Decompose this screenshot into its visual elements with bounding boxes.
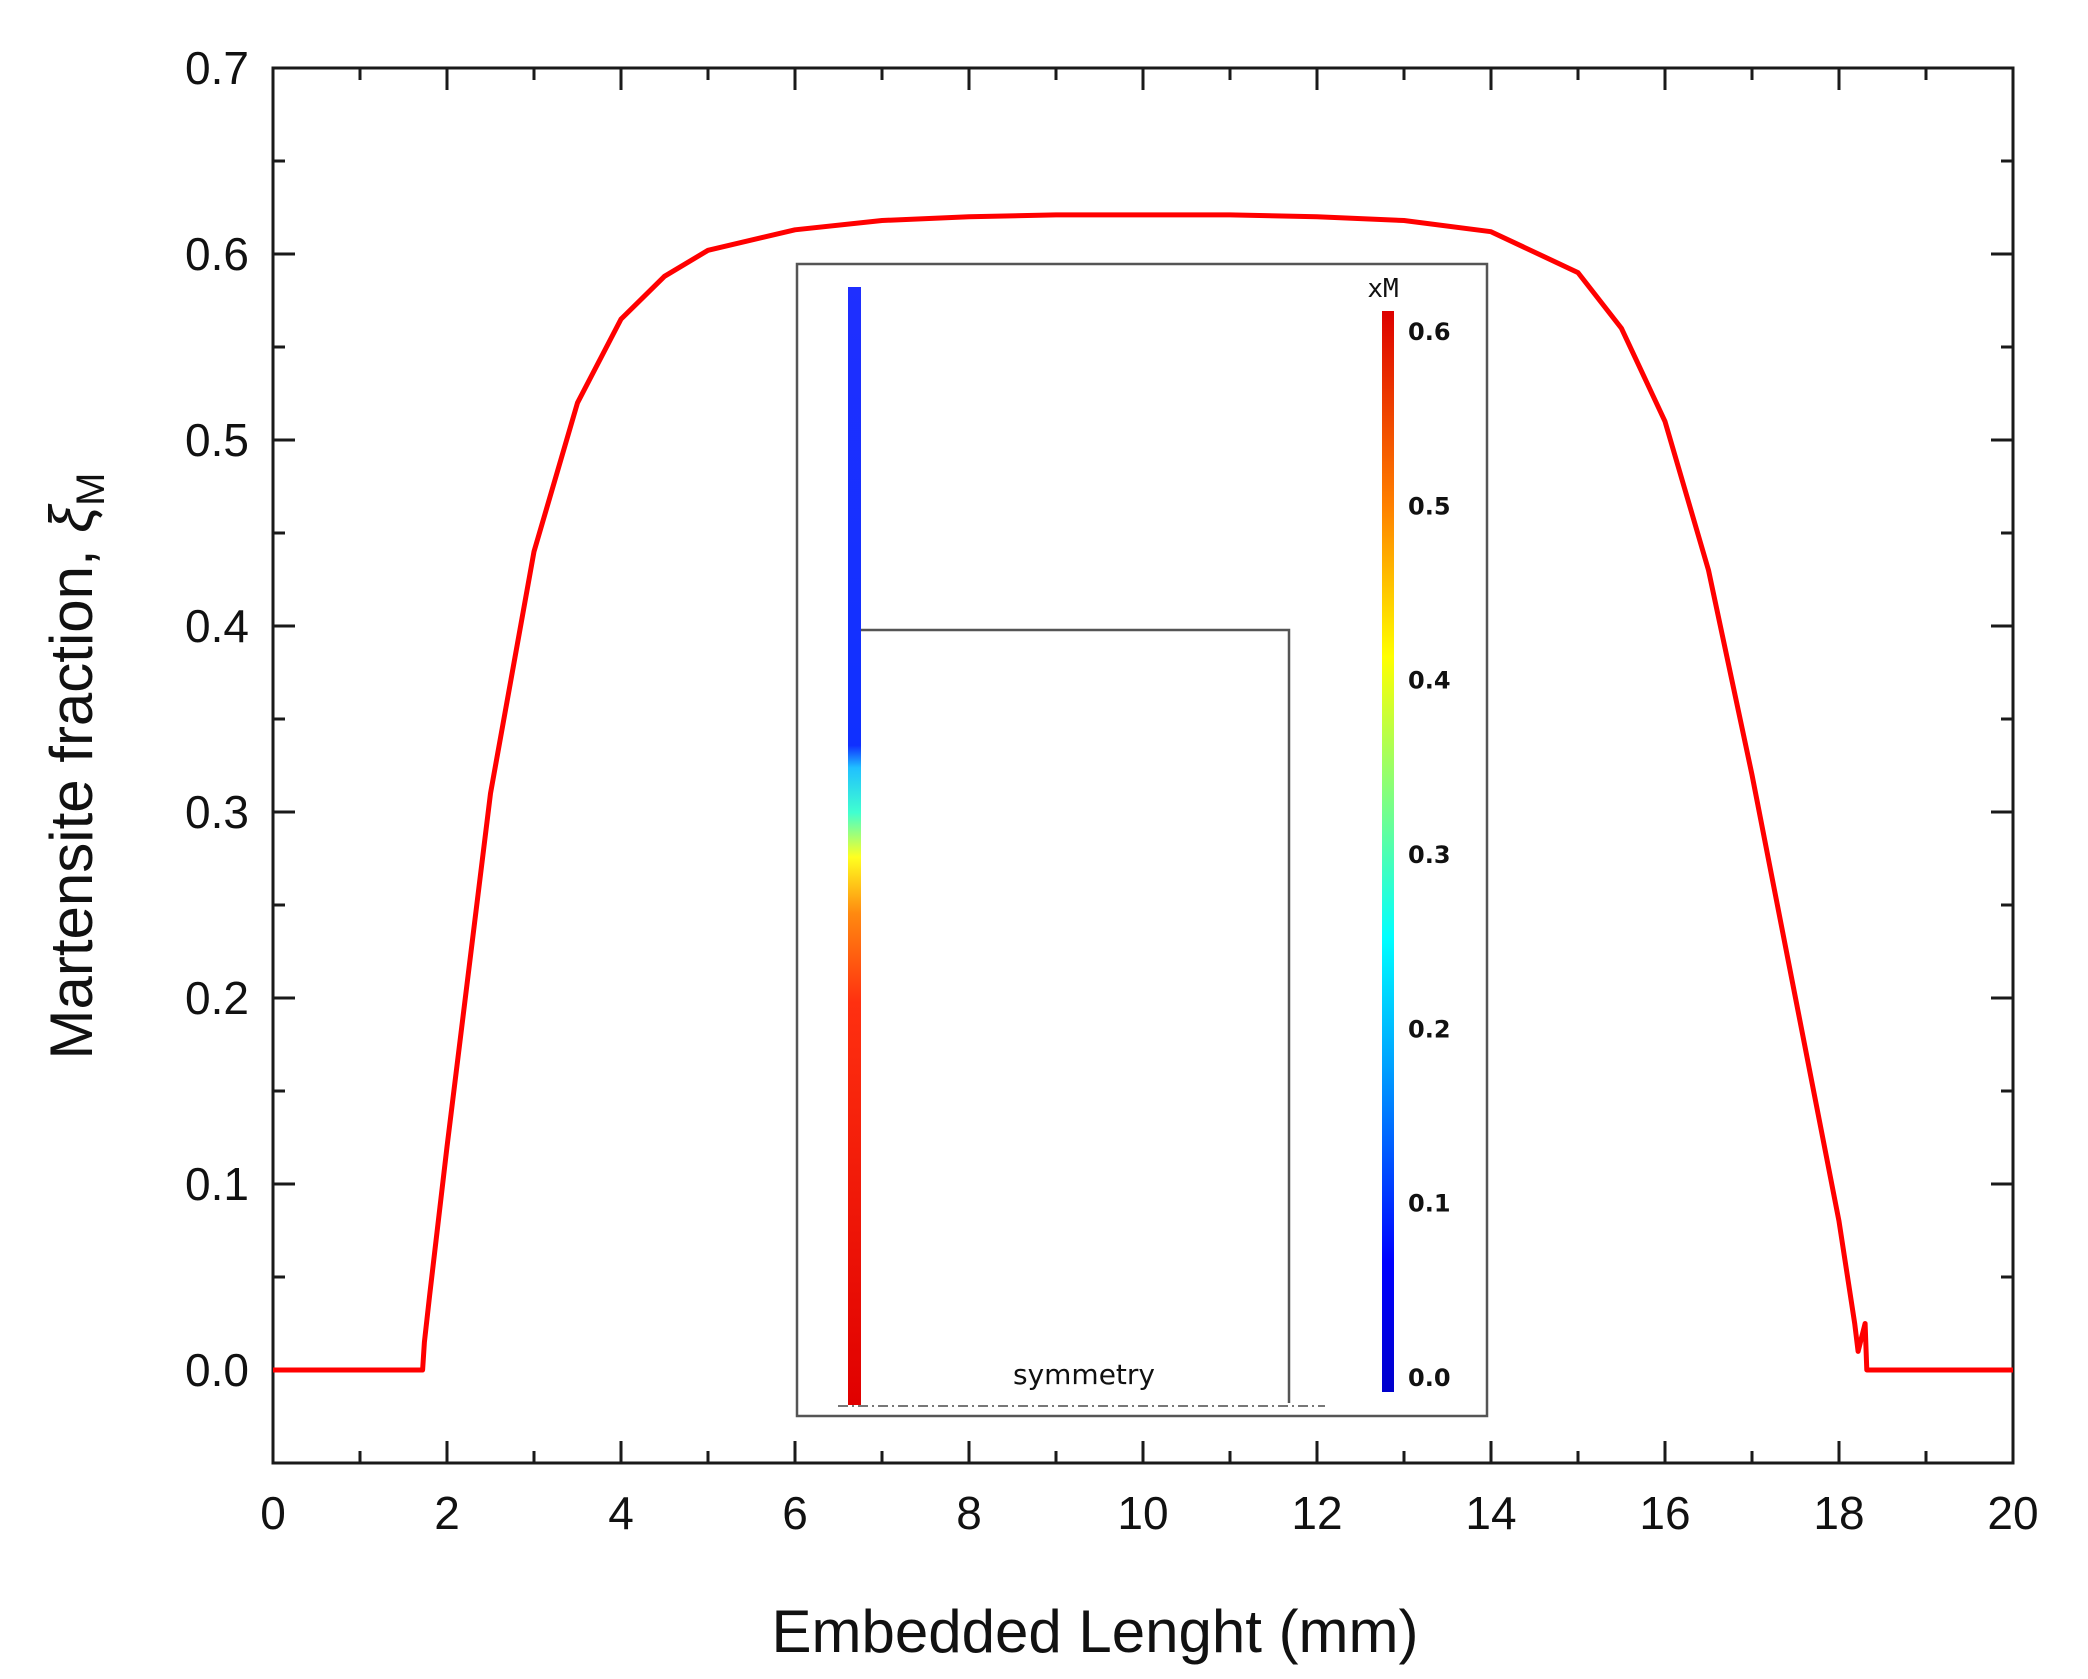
colorbar-tick-label: 0.4 xyxy=(1408,667,1451,695)
colorbar-tick-label: 0.3 xyxy=(1408,841,1451,869)
colorbar-tick-label: 0.5 xyxy=(1408,492,1451,520)
series-line-martensite xyxy=(273,212,2013,1373)
colorbar-tick-label: 0.6 xyxy=(1408,318,1451,346)
y-tick-label: 0.5 xyxy=(185,414,249,466)
y-tick-label: 0.0 xyxy=(185,1344,249,1396)
axis-ticks xyxy=(271,66,2015,1465)
x-tick-label: 4 xyxy=(608,1487,634,1539)
x-tick-label: 10 xyxy=(1117,1487,1168,1539)
x-tick-label: 12 xyxy=(1291,1487,1342,1539)
x-tick-label: 2 xyxy=(434,1487,460,1539)
colorbar-tick-label: 0.2 xyxy=(1408,1015,1451,1043)
inset-frame xyxy=(795,262,1489,1418)
y-tick-label: 0.3 xyxy=(185,786,249,838)
y-tick-label: 0.4 xyxy=(185,600,249,652)
y-axis-title: Martensite fraction, ξM xyxy=(38,472,113,1059)
inset-colorbar xyxy=(1382,311,1394,1392)
x-tick-label: 6 xyxy=(782,1487,808,1539)
inset-rod xyxy=(848,287,861,1405)
colorbar-tick-label: 0.0 xyxy=(1408,1364,1451,1392)
y-tick-label: 0.1 xyxy=(185,1158,249,1210)
x-tick-label: 18 xyxy=(1813,1487,1864,1539)
y-tick-label: 0.6 xyxy=(185,228,249,280)
inset-figure: symmetry xM 0.0 0.1 0.2 0.3 0.4 0.5 0.6 xyxy=(795,262,1489,1418)
x-axis-title: Embedded Lenght (mm) xyxy=(772,1598,1419,1665)
y-axis-title-symbol: ξ xyxy=(38,503,105,533)
x-tick-label: 8 xyxy=(956,1487,982,1539)
axis-tick-labels: 0 2 4 6 8 10 12 14 16 18 200.00.10.20.30.40.50.60.… xyxy=(185,42,2039,1539)
inset-colorbar-title: xM xyxy=(1367,274,1398,304)
x-tick-label: 20 xyxy=(1987,1487,2038,1539)
y-tick-label: 0.2 xyxy=(185,972,249,1024)
x-tick-label: 16 xyxy=(1639,1487,1690,1539)
colorbar-tick-label: 0.1 xyxy=(1408,1190,1451,1218)
inset-colorbar-labels: 0.0 0.1 0.2 0.3 0.4 0.5 0.6 xyxy=(1408,318,1451,1392)
x-tick-label: 0 xyxy=(260,1487,286,1539)
y-axis-title-main: Martensite fraction, xyxy=(38,533,105,1060)
inset-symmetry-label: symmetry xyxy=(1013,1358,1155,1391)
inset-matrix-outline xyxy=(861,628,1291,1403)
y-tick-label: 0.7 xyxy=(185,42,249,94)
y-axis-title-subscript: M xyxy=(69,472,113,505)
x-tick-label: 14 xyxy=(1465,1487,1516,1539)
